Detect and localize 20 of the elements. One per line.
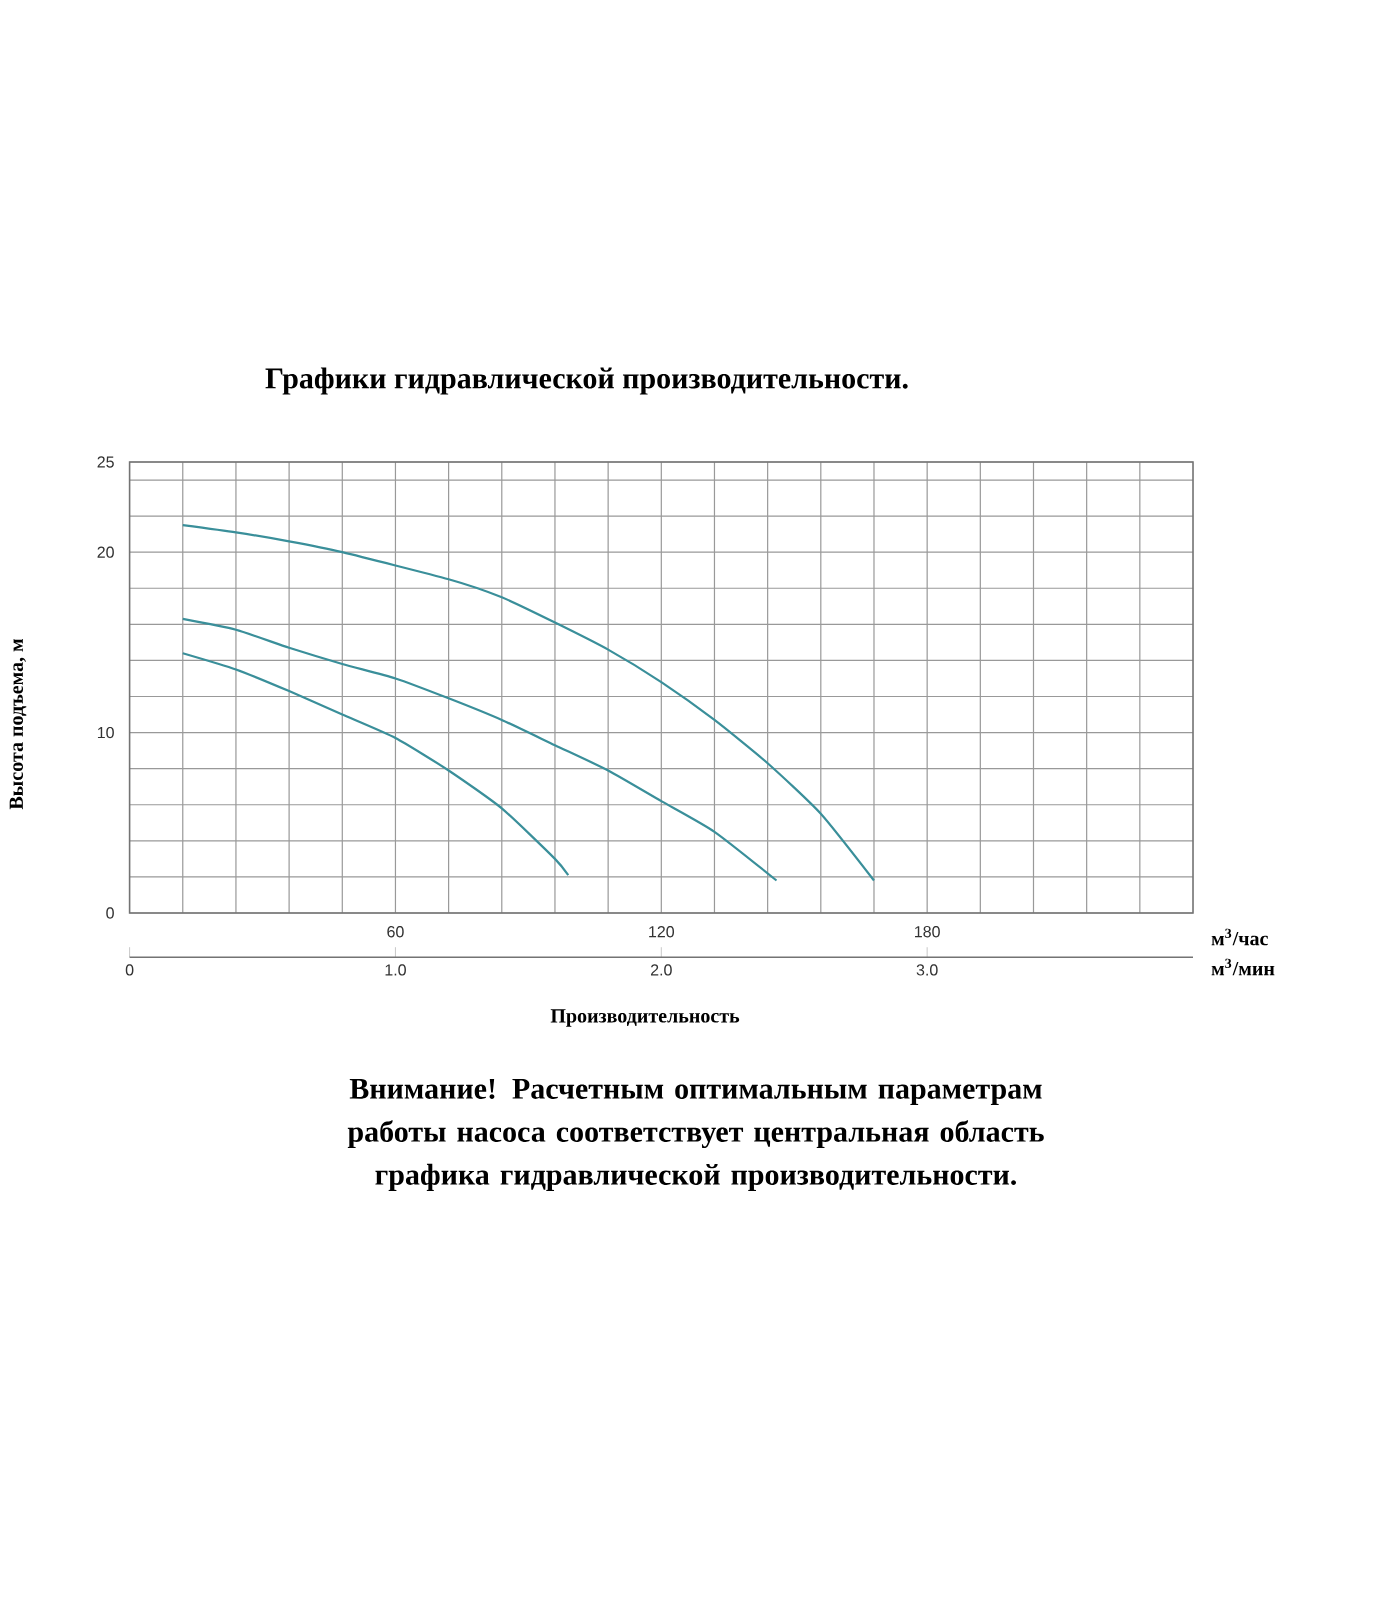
y-tick-label: 0 <box>106 907 114 919</box>
x2-tick-label: 0 <box>125 964 134 976</box>
chart-title: Графики гидравлической производительности. <box>265 367 908 395</box>
x2-tick-label: 1.0 <box>385 964 406 976</box>
line-series <box>181 617 778 882</box>
text: Внимание! Расчетным оптимальным параметрам работы насоса соответствует центральная область графика гидравлической производительности. <box>347 1078 1044 1192</box>
line-series <box>181 652 570 877</box>
y-tick-label: 20 <box>97 546 114 558</box>
x2-tick-label: 3.0 <box>916 964 938 976</box>
x2-axis-title: м$^{3}$/мин <box>1211 958 1275 976</box>
x2-tick-label: 2.0 <box>651 964 672 976</box>
x-tick-label: 60 <box>387 926 404 938</box>
y-tick-label: 10 <box>97 726 114 739</box>
y-tick-label: 25 <box>97 456 114 468</box>
y-axis-title: Высота подъема, м <box>9 638 27 810</box>
x-axis-title: м$^{3}$/час <box>1211 928 1268 946</box>
x-tick-label: 180 <box>915 926 940 938</box>
line-series <box>181 524 876 882</box>
x-tick-label: 120 <box>649 926 675 938</box>
text: Производительность <box>550 1009 740 1027</box>
